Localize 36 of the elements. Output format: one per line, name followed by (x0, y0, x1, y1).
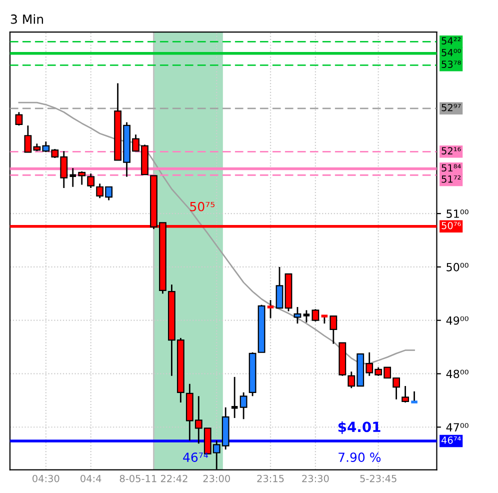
y-tick-label: 48⁰⁰ (446, 370, 468, 378)
y-tick-label: 51⁰⁰ (446, 210, 468, 218)
candlestick (78, 170, 86, 186)
annotation: 50⁷⁵ (190, 202, 215, 212)
ref-line-label: 52⁹⁷ (442, 104, 461, 112)
ref-line-label: 54²² (442, 37, 461, 44)
ref-line-label: 51⁷² (442, 175, 461, 183)
annotation: 7.90 % (338, 452, 381, 462)
ref-line-label: 50⁷⁶ (442, 222, 461, 230)
candlestick (402, 385, 409, 404)
candlestick (68, 167, 78, 188)
ref-line-label: 52¹⁶ (442, 147, 461, 154)
ref-line-label: 54⁰⁰ (442, 48, 461, 56)
y-tick-label: 50⁰⁰ (446, 262, 468, 272)
y-tick-label: 49⁰⁰ (446, 316, 468, 325)
candlestick (87, 172, 95, 189)
chart-title: 3 Min (10, 14, 44, 24)
x-tick-label: 8-05-11 22:42 (120, 474, 188, 482)
candlestick (240, 392, 248, 420)
x-tick-label: 23:15 (257, 474, 284, 482)
candlestick (15, 111, 23, 126)
ref-line-label: 51⁸⁴ (442, 164, 461, 172)
ref-line-label: 46⁷⁴ (441, 436, 461, 444)
candlestick (294, 306, 302, 324)
x-tick-label: 04:4 (80, 474, 102, 482)
x-tick-label: 5-23:45 (360, 474, 396, 482)
x-tick-label: 04:30 (32, 474, 60, 482)
ref-line-label: 53⁷⁸ (442, 60, 461, 68)
y-tick-label: 47⁰⁰ (446, 423, 468, 432)
annotation: $4.01 (338, 421, 380, 434)
candlestick (276, 266, 284, 309)
candlestick (312, 308, 320, 322)
annotation: 46⁷⁴ (183, 452, 208, 462)
x-tick-label: 23:00 (203, 474, 230, 482)
candlestick (330, 315, 338, 345)
x-tick-label: 23:30 (302, 474, 329, 482)
